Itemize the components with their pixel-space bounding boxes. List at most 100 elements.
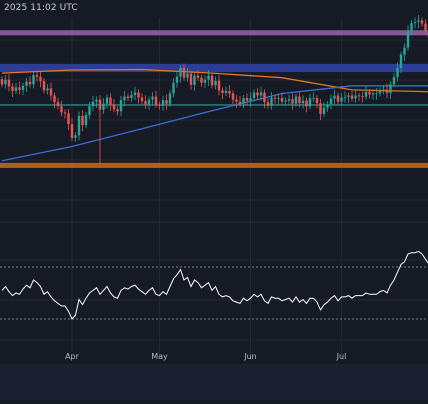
candle-body bbox=[358, 96, 360, 97]
candle-body bbox=[11, 86, 13, 91]
candle-body bbox=[130, 95, 132, 98]
candle-body bbox=[379, 90, 381, 93]
candle-body bbox=[176, 77, 178, 83]
candle-body bbox=[235, 100, 237, 102]
candle-body bbox=[57, 102, 59, 106]
candle-body bbox=[74, 135, 76, 138]
candle-body bbox=[351, 96, 353, 99]
candle-body bbox=[67, 113, 69, 124]
candle-body bbox=[284, 101, 286, 102]
candle-body bbox=[148, 100, 150, 105]
candle-body bbox=[221, 90, 223, 93]
x-tick-label: Apr bbox=[65, 352, 80, 361]
candle-body bbox=[200, 78, 202, 83]
x-tick-label: Jun bbox=[243, 352, 257, 361]
candle-body bbox=[407, 31, 409, 48]
candle-body bbox=[263, 92, 265, 102]
candle-body bbox=[323, 108, 325, 114]
candle-body bbox=[137, 92, 139, 97]
candle-body bbox=[179, 68, 181, 77]
candle-body bbox=[95, 100, 97, 102]
candle-body bbox=[225, 91, 227, 93]
candle-body bbox=[326, 104, 328, 108]
candle-body bbox=[4, 80, 6, 85]
candle-body bbox=[1, 79, 3, 84]
candle-body bbox=[155, 97, 157, 105]
candle-body bbox=[361, 96, 363, 97]
candle-body bbox=[193, 76, 195, 85]
candle-body bbox=[197, 76, 199, 78]
candle-body bbox=[43, 81, 45, 90]
candle-body bbox=[347, 96, 349, 98]
candle-body bbox=[333, 96, 335, 99]
candle-body bbox=[277, 98, 279, 99]
candle-body bbox=[102, 104, 104, 110]
candle-body bbox=[309, 98, 311, 106]
candle-body bbox=[190, 74, 192, 85]
candle-body bbox=[295, 97, 297, 104]
zone-purple bbox=[0, 30, 428, 35]
candle-body bbox=[424, 24, 426, 31]
candle-body bbox=[36, 75, 38, 77]
candle-body bbox=[85, 115, 87, 125]
candle-body bbox=[134, 92, 136, 95]
candle-body bbox=[50, 88, 52, 95]
candle-body bbox=[109, 98, 111, 105]
candle-body bbox=[127, 97, 129, 99]
candle-body bbox=[400, 55, 402, 68]
candle-body bbox=[92, 102, 94, 107]
candle-body bbox=[421, 21, 423, 24]
candle-body bbox=[302, 101, 304, 104]
candle-body bbox=[71, 124, 73, 138]
candle-body bbox=[375, 93, 377, 94]
candle-body bbox=[53, 96, 55, 103]
candle-body bbox=[372, 93, 374, 94]
candle-body bbox=[141, 98, 143, 102]
candle-body bbox=[330, 99, 332, 105]
candle-body bbox=[389, 84, 391, 93]
candle-body bbox=[232, 93, 234, 99]
candle-body bbox=[228, 91, 230, 94]
candle-body bbox=[365, 92, 367, 97]
candle-body bbox=[158, 105, 160, 106]
candle-body bbox=[393, 77, 395, 84]
candle-body bbox=[386, 89, 388, 93]
candle-body bbox=[242, 98, 244, 104]
zone-orange bbox=[0, 163, 428, 168]
chart-timestamp: 2025 11:02 UTC bbox=[4, 3, 78, 13]
candle-body bbox=[123, 97, 125, 101]
candle-body bbox=[256, 92, 258, 95]
candle-body bbox=[169, 93, 171, 103]
candle-body bbox=[337, 96, 339, 102]
candle-body bbox=[99, 100, 101, 110]
candle-body bbox=[253, 92, 255, 98]
candle-body bbox=[8, 80, 10, 87]
candle-body bbox=[172, 83, 174, 94]
candle-body bbox=[319, 103, 321, 114]
candle-body bbox=[165, 100, 167, 104]
candle-body bbox=[382, 89, 384, 90]
candle-body bbox=[113, 105, 115, 110]
x-tick-label: Jul bbox=[336, 352, 347, 361]
candle-body bbox=[207, 76, 209, 80]
candle-body bbox=[249, 98, 251, 101]
candle-body bbox=[151, 97, 153, 100]
candle-body bbox=[144, 101, 146, 105]
bottom-bar bbox=[0, 364, 428, 400]
candle-body bbox=[291, 99, 293, 104]
candle-body bbox=[22, 86, 24, 90]
candle-body bbox=[396, 68, 398, 77]
zone-teal bbox=[0, 104, 428, 106]
candle-body bbox=[305, 101, 307, 107]
candle-body bbox=[312, 98, 314, 99]
candle-body bbox=[417, 21, 419, 23]
candle-body bbox=[32, 75, 34, 84]
candle-body bbox=[162, 100, 164, 106]
candle-body bbox=[414, 22, 416, 23]
candle-body bbox=[60, 106, 62, 112]
candle-body bbox=[288, 99, 290, 101]
candle-body bbox=[218, 81, 220, 91]
candle-body bbox=[25, 82, 27, 86]
candle-body bbox=[274, 98, 276, 99]
